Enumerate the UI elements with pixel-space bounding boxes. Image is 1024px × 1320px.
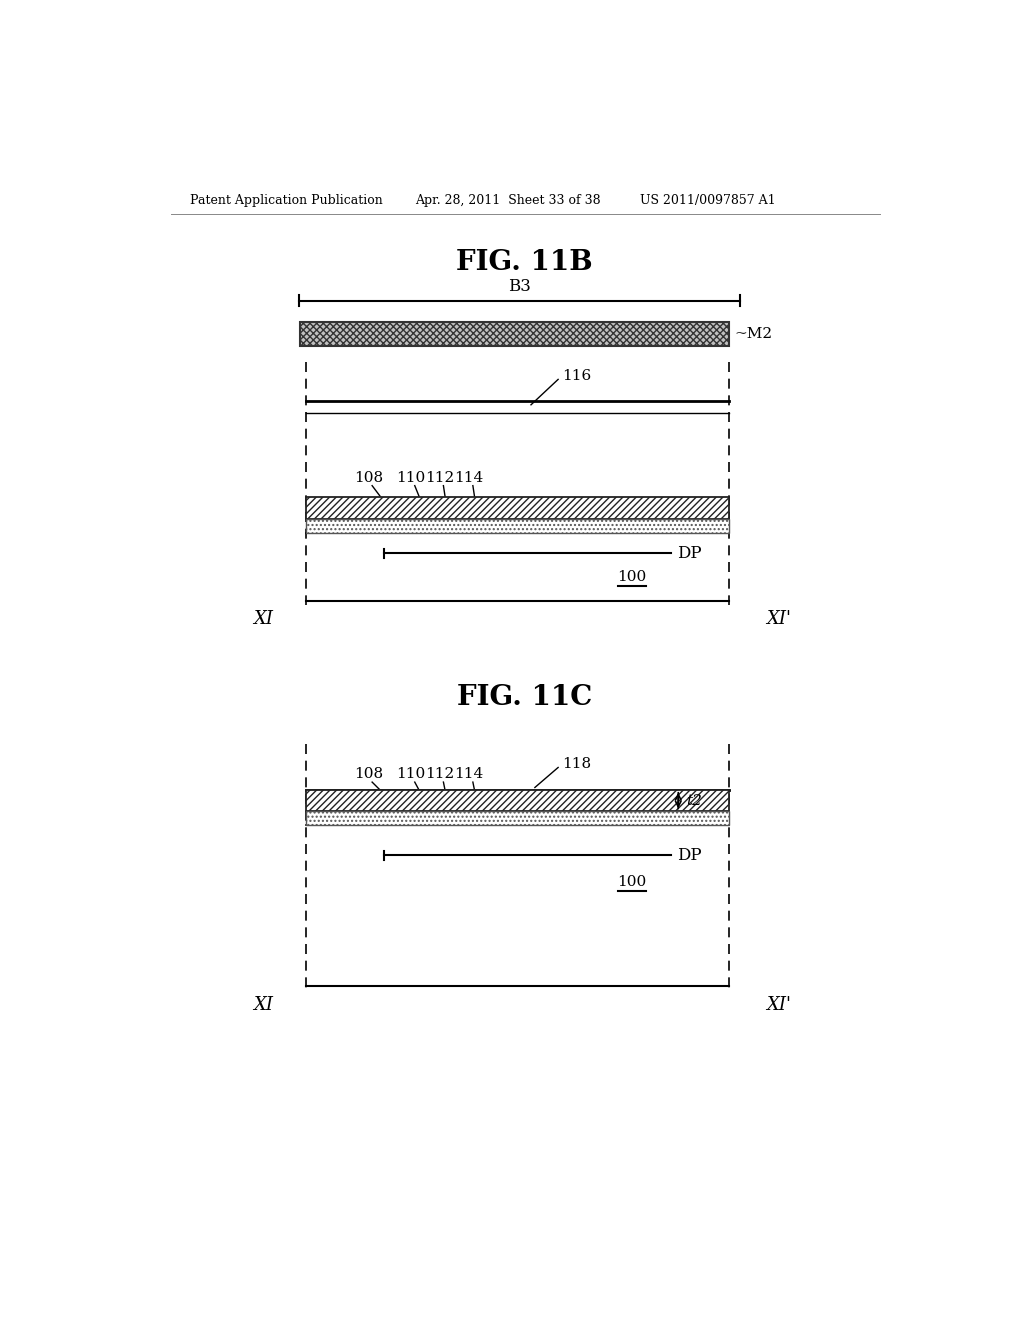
Text: XI': XI'	[767, 610, 792, 628]
Text: 110: 110	[396, 471, 426, 484]
Bar	[300, 322, 729, 346]
Text: t2: t2	[686, 793, 701, 808]
Bar	[306, 498, 729, 519]
Text: 108: 108	[353, 471, 383, 484]
Bar	[306, 789, 729, 812]
Text: 114: 114	[455, 471, 483, 484]
Text: XI: XI	[254, 997, 273, 1014]
Text: FIG. 11B: FIG. 11B	[457, 249, 593, 276]
Text: 112: 112	[425, 471, 455, 484]
Text: 108: 108	[353, 767, 383, 781]
Text: 116: 116	[562, 368, 591, 383]
Text: 110: 110	[396, 767, 426, 781]
Text: B3: B3	[508, 279, 530, 296]
Text: XI': XI'	[767, 997, 792, 1014]
Text: 118: 118	[562, 756, 591, 771]
Text: XI: XI	[254, 610, 273, 628]
Text: FIG. 11C: FIG. 11C	[457, 684, 593, 711]
Text: DP: DP	[677, 846, 701, 863]
Text: Apr. 28, 2011  Sheet 33 of 38: Apr. 28, 2011 Sheet 33 of 38	[415, 194, 600, 207]
Text: DP: DP	[677, 545, 701, 562]
Bar	[306, 812, 729, 825]
Text: ~M2: ~M2	[735, 327, 773, 341]
Text: 100: 100	[617, 569, 646, 583]
Text: 112: 112	[425, 767, 455, 781]
Text: 114: 114	[455, 767, 483, 781]
Text: 100: 100	[617, 875, 646, 890]
Text: Patent Application Publication: Patent Application Publication	[190, 194, 383, 207]
Bar	[306, 519, 729, 533]
Text: US 2011/0097857 A1: US 2011/0097857 A1	[640, 194, 775, 207]
